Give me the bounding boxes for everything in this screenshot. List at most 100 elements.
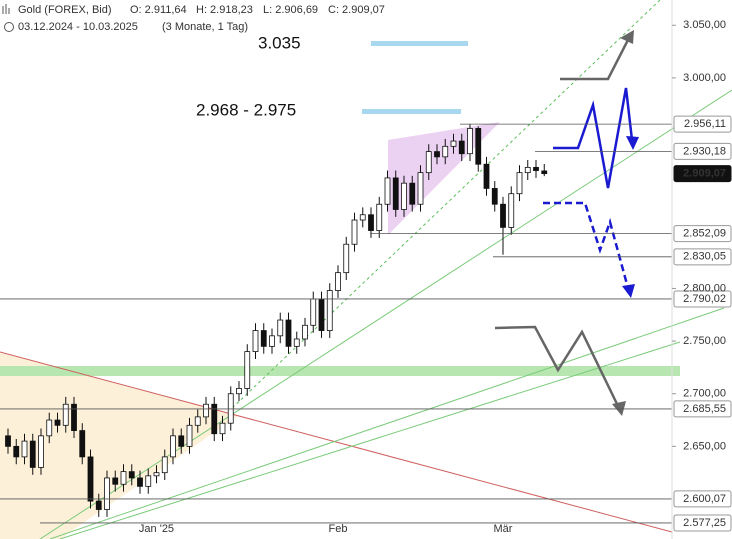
- candle-body: [46, 419, 53, 437]
- candle-body: [62, 403, 69, 426]
- y-tick-label: 3.000,00: [683, 72, 726, 84]
- level-box: [673, 514, 732, 532]
- plot: [5, 124, 548, 517]
- candle-body: [458, 140, 465, 155]
- level-box: [673, 248, 732, 266]
- level-label: 2.790,02: [683, 293, 726, 305]
- candle-body: [293, 338, 300, 347]
- candle-body: [343, 243, 350, 274]
- trendline: [39, 89, 732, 539]
- header-low: L: 2.906,69: [263, 4, 318, 16]
- candle-body: [285, 319, 292, 347]
- level-label: 2.909,07: [683, 168, 726, 180]
- candle-body: [227, 393, 234, 424]
- candle-body: [359, 214, 366, 221]
- level-label: 2.930,18: [683, 145, 726, 157]
- level-box: [673, 142, 732, 160]
- scenario-arrow: [553, 87, 634, 189]
- candle-body: [310, 298, 317, 326]
- candle-body: [137, 477, 143, 487]
- candle-body: [335, 272, 341, 291]
- scenario-arrow: [560, 35, 632, 81]
- level-box: [673, 115, 732, 133]
- candle-body: [475, 128, 482, 165]
- level-label: 2.852,09: [683, 228, 726, 240]
- candle-body: [269, 335, 275, 347]
- candle-body: [409, 182, 416, 205]
- candle-body: [244, 351, 251, 389]
- candle-body: [252, 330, 259, 353]
- candle-body: [79, 430, 86, 458]
- candle-body: [318, 298, 325, 331]
- level-box: [673, 400, 732, 418]
- candle-body: [376, 203, 383, 231]
- candle-body: [467, 128, 473, 155]
- annotation: 2.968 - 2.975: [196, 100, 296, 119]
- levels: 2.956,11 2.930,18 2.909,07 2.852,09 2.830,05…: [0, 115, 732, 532]
- y-tick-label: 2.650,00: [683, 440, 726, 452]
- level-label: 2.830,05: [683, 251, 726, 263]
- candle-body: [260, 330, 267, 347]
- header-period: (3 Monate, 1 Tag): [162, 21, 248, 33]
- arrowhead: [620, 30, 634, 44]
- trendline: [49, 307, 725, 539]
- level-box: [673, 165, 732, 183]
- candle-body: [87, 456, 94, 502]
- candle-body: [120, 471, 127, 485]
- candle-body: [161, 456, 168, 474]
- header-range: 03.12.2024 - 10.03.2025: [18, 21, 138, 33]
- candle-body: [368, 214, 374, 231]
- candle-body: [178, 435, 185, 447]
- candle-body: [145, 475, 152, 487]
- candle-body: [21, 440, 28, 458]
- x-tick-label: Mär: [494, 523, 513, 535]
- trendline: [227, 0, 661, 413]
- y-tick-label: 2.700,00: [683, 388, 726, 400]
- arrowhead: [622, 284, 635, 298]
- level-label: 2.956,11: [684, 118, 726, 130]
- trendline: [59, 341, 681, 539]
- candle-body: [153, 472, 160, 477]
- candle-body: [29, 440, 36, 468]
- candle-body: [401, 182, 407, 210]
- header-open: O: 2.911,64: [130, 4, 187, 16]
- x-tick-label: Jan '25: [139, 523, 174, 535]
- level-label: 2.577,25: [683, 517, 726, 529]
- candle-body: [483, 163, 490, 189]
- candle-body: [516, 172, 523, 195]
- candle-body: [500, 203, 506, 228]
- header-high: H: 2.918,23: [196, 4, 253, 16]
- candle-body: [13, 445, 20, 458]
- candle-body: [384, 177, 391, 205]
- scenario-arrow: [494, 325, 620, 407]
- candle-body: [533, 166, 539, 171]
- candle-body: [128, 471, 135, 479]
- candle-body: [5, 435, 11, 447]
- candle-body: [541, 170, 548, 175]
- y-tick-label: 2.750,00: [683, 335, 726, 347]
- annotation: 3.035: [258, 33, 301, 52]
- candle-body: [326, 290, 333, 331]
- y-tick-label: 2.800,00: [683, 282, 726, 294]
- arrowhead: [626, 136, 639, 150]
- candle-body: [203, 403, 209, 418]
- clock-icon: [4, 22, 14, 32]
- header-symbol: Gold (FOREX, Bid): [18, 4, 112, 16]
- candle-body: [417, 172, 424, 205]
- candle-body: [524, 166, 531, 174]
- candle-body: [95, 500, 102, 510]
- candle-body: [434, 151, 440, 158]
- target-bar: [371, 41, 468, 46]
- candle-body: [38, 435, 44, 468]
- y-tick-label: 3.050,00: [683, 19, 726, 31]
- candle-body: [351, 219, 358, 245]
- candle-body: [508, 193, 515, 228]
- level-box: [673, 490, 732, 508]
- candle-body: [491, 188, 498, 205]
- trendline: [0, 351, 673, 533]
- bars-icon: [2, 4, 10, 14]
- level-box: [673, 225, 732, 243]
- support-band: [0, 366, 680, 376]
- candle-body: [277, 319, 284, 337]
